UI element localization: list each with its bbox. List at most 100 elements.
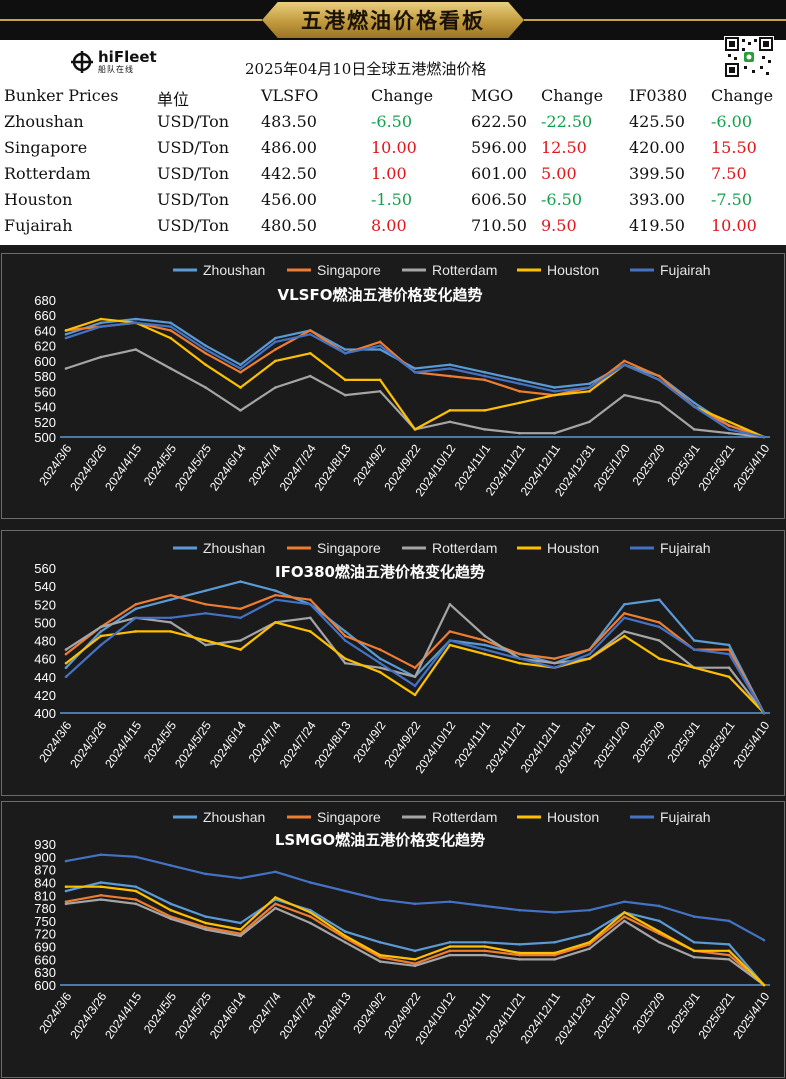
data-point <box>204 872 207 876</box>
data-point <box>413 371 417 374</box>
data-point <box>448 940 452 944</box>
data-point <box>134 898 138 901</box>
data-point <box>99 325 103 328</box>
series-houston <box>64 621 766 715</box>
data-point <box>378 666 382 669</box>
series-singapore <box>64 593 766 715</box>
legend-label: Houston <box>547 540 599 556</box>
x-tick-label: 2025/3/1 <box>664 989 702 1036</box>
ifo-change: 15.50 <box>711 138 757 157</box>
data-point <box>378 390 382 393</box>
legend-item-singapore: Singapore <box>287 262 381 278</box>
data-point <box>64 648 68 651</box>
data-point <box>448 630 452 633</box>
data-point <box>727 428 731 431</box>
y-tick-label: 840 <box>34 875 56 890</box>
data-point <box>134 885 138 889</box>
data-point <box>658 904 661 908</box>
mgo-price: 596.00 <box>471 138 527 157</box>
data-point <box>64 661 68 665</box>
col-header-mgo: MGO <box>471 86 514 105</box>
data-point <box>588 947 591 950</box>
data-point <box>658 940 661 944</box>
y-tick-label: 440 <box>34 670 56 685</box>
data-point <box>727 424 731 427</box>
y-tick-label: 870 <box>34 863 56 878</box>
data-point <box>64 336 68 340</box>
data-point <box>518 378 521 382</box>
data-point <box>658 639 661 642</box>
legend-label: Zhoushan <box>203 809 265 825</box>
data-point <box>692 955 696 959</box>
y-tick-label: 660 <box>34 952 56 967</box>
data-point <box>483 953 487 957</box>
y-tick-label: 540 <box>34 579 56 594</box>
data-point <box>239 639 242 642</box>
data-point <box>309 881 312 884</box>
data-point <box>309 374 312 378</box>
y-tick-label: 660 <box>34 308 56 323</box>
data-point <box>692 666 696 669</box>
data-point <box>309 351 312 355</box>
data-point <box>64 367 68 370</box>
vlsfo-change: 10.00 <box>371 138 417 157</box>
legend-item-fujairah: Fujairah <box>630 262 711 278</box>
data-point <box>99 625 103 629</box>
data-point <box>588 648 591 651</box>
data-point <box>483 643 487 647</box>
x-tick-label: 2025/2/9 <box>629 989 667 1036</box>
y-tick-label: 600 <box>34 354 56 369</box>
data-point <box>134 321 138 325</box>
data-point <box>413 675 417 679</box>
data-point <box>518 951 521 955</box>
data-point <box>204 363 207 366</box>
legend-item-rotterdam: Rotterdam <box>402 262 497 278</box>
data-point <box>518 657 521 660</box>
series-line-rotterdam <box>65 348 765 439</box>
data-point <box>413 964 417 968</box>
y-tick-label: 600 <box>34 978 56 993</box>
data-point <box>309 911 312 914</box>
page-title: 五港燃油价格看板 <box>301 9 485 33</box>
ifo-price: 393.00 <box>629 190 685 209</box>
legend-label: Houston <box>547 262 599 278</box>
x-tick-label: 2024/9/2 <box>350 441 388 488</box>
data-point <box>413 962 417 965</box>
data-point <box>134 902 138 906</box>
vlsfo-change: -6.50 <box>371 112 413 131</box>
data-point <box>518 958 521 961</box>
series-houston <box>64 885 766 987</box>
data-point <box>204 915 207 918</box>
vlsfo-change: 1.00 <box>371 164 407 183</box>
data-point <box>623 363 626 366</box>
data-point <box>239 934 242 938</box>
data-point <box>658 621 661 624</box>
qr-code-icon <box>724 36 774 78</box>
y-tick-label: 520 <box>34 415 56 430</box>
data-point <box>692 428 696 431</box>
data-point <box>204 386 207 389</box>
data-point <box>274 336 277 340</box>
data-point <box>99 898 103 901</box>
data-point <box>99 853 103 856</box>
data-point <box>169 367 172 370</box>
data-point <box>169 325 172 328</box>
data-point <box>623 602 626 606</box>
data-point <box>204 589 207 592</box>
data-point <box>413 949 417 953</box>
data-point <box>239 648 242 651</box>
data-point <box>274 896 277 899</box>
header-divider-right <box>524 19 786 21</box>
mgo-price: 601.00 <box>471 164 527 183</box>
legend-item-houston: Houston <box>517 809 599 825</box>
mgo-change: 9.50 <box>541 216 577 235</box>
data-point <box>448 639 452 642</box>
data-point <box>274 359 277 363</box>
data-point <box>588 940 591 944</box>
data-point <box>553 958 556 961</box>
data-point <box>658 657 661 660</box>
series-singapore <box>64 893 766 987</box>
y-tick-label: 520 <box>34 597 56 612</box>
ifo-price: 420.00 <box>629 138 685 157</box>
ifo380-trend-chart: Zhoushan Singapore Rotterdam Houston Fujaira… <box>1 530 785 796</box>
